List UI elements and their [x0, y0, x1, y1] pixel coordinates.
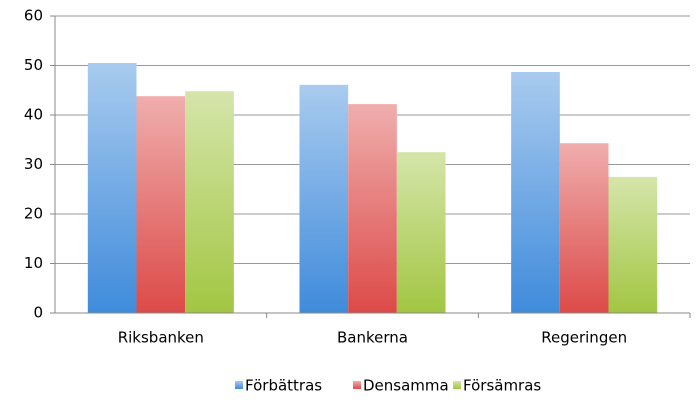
bar — [299, 84, 349, 314]
bar — [348, 104, 397, 313]
y-tick-label: 0 — [33, 304, 43, 322]
bar — [396, 152, 446, 313]
y-tick-label: 60 — [24, 7, 43, 25]
legend-swatch — [235, 381, 243, 389]
legend-label: Förbättras — [245, 377, 322, 395]
y-tick-label: 50 — [24, 56, 43, 74]
y-tick-label: 10 — [24, 254, 43, 272]
bar — [87, 63, 137, 314]
bar — [608, 176, 658, 313]
y-tick-label: 20 — [24, 205, 43, 223]
bar — [511, 71, 560, 313]
legend-label: Försämras — [463, 377, 541, 395]
legend-label: Densamma — [363, 377, 449, 395]
x-tick-label: Riksbanken — [118, 329, 204, 347]
x-tick-label: Bankerna — [337, 329, 408, 347]
bar — [136, 96, 186, 313]
x-tick-label: Regeringen — [541, 329, 627, 347]
y-tick-label: 30 — [24, 155, 43, 173]
legend-swatch — [453, 381, 461, 389]
y-tick-label: 40 — [24, 106, 43, 124]
legend-swatch — [353, 381, 361, 389]
bar — [185, 91, 234, 314]
bar — [559, 143, 609, 313]
